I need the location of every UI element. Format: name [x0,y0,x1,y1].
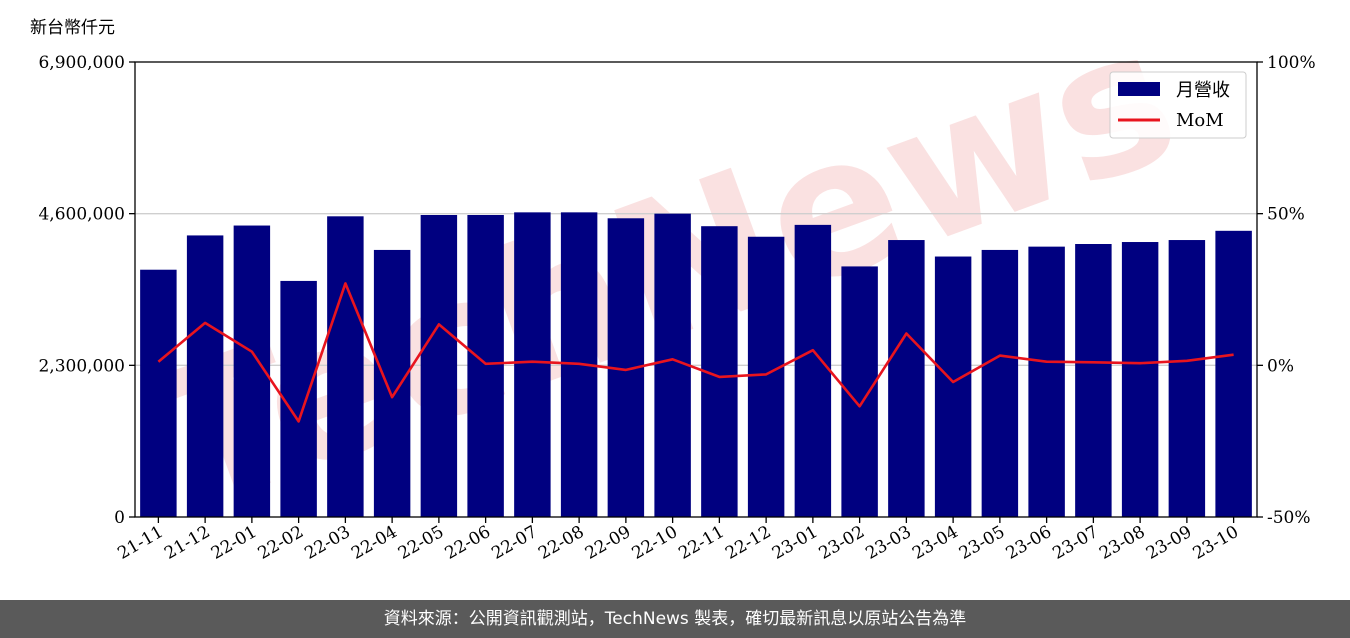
bar-21-12 [186,235,224,517]
bar-23-07 [1075,244,1112,517]
x-tick-label-22-03: 22-03 [301,522,353,564]
bar-23-03 [888,240,925,518]
source-footer: 資料來源：公開資訊觀測站，TechNews 製表，確切最新訊息以原站公告為準 [0,600,1350,638]
bar-23-01 [794,224,832,517]
legend-label-monthly-revenue: 月營收 [1176,80,1230,101]
plot-frame [134,61,1258,518]
legend-label-mom: MoM [1176,110,1224,131]
x-tick-label-22-10: 22-10 [629,522,681,564]
left-tick-label-3: 6,900,000 [38,53,125,73]
right-tick-label-0: -50% [1267,508,1311,528]
x-tick-label-23-01: 23-01 [769,522,821,564]
x-tick-label-22-12: 22-12 [722,522,774,564]
x-tick-label-23-07: 23-07 [1049,522,1101,564]
left-y-axis: 0 2,300,000 4,600,000 6,900,000 [38,53,135,528]
right-y-axis: -50% 0% 50% 100% [1257,53,1316,528]
x-tick-label-23-08: 23-08 [1096,522,1148,564]
x-tick-label-23-06: 23-06 [1003,522,1055,564]
bar-22-04 [373,249,411,517]
left-tick-label-0: 0 [114,508,125,528]
left-tick-label-1: 2,300,000 [38,356,125,376]
legend: 月營收 MoM [1109,71,1247,139]
x-tick-label-23-09: 23-09 [1143,522,1195,564]
x-tick-label-22-05: 22-05 [395,522,447,564]
x-tick-label-22-08: 22-08 [535,522,587,564]
right-tick-label-2: 50% [1267,205,1305,225]
bar-23-04 [934,256,972,517]
x-tick-label-23-10: 23-10 [1190,522,1242,564]
bar-22-03 [327,216,364,517]
x-tick-label-23-02: 23-02 [816,522,868,564]
x-tick-label-22-09: 22-09 [582,522,634,564]
bar-21-11 [140,269,177,517]
bar-22-10 [654,213,691,517]
right-tick-label-1: 0% [1267,356,1294,376]
bar-22-07 [514,212,551,517]
bar-22-06 [467,214,504,517]
right-tick-label-3: 100% [1267,53,1316,73]
x-tick-label-22-11: 22-11 [675,522,727,564]
mom-line [157,282,1234,423]
bar-23-10 [1215,230,1252,518]
x-tick-label-23-05: 23-05 [956,522,1008,564]
x-tick-label-22-06: 22-06 [442,522,494,564]
x-tick-label-23-04: 23-04 [909,522,961,564]
legend-swatch-monthly-revenue [1118,82,1160,96]
unit-label: 新台幣仟元 [30,18,115,38]
x-tick-label-23-03: 23-03 [862,522,914,564]
bar-23-06 [1028,246,1065,517]
bar-23-09 [1168,240,1206,518]
x-tick-label-22-07: 22-07 [488,522,540,564]
bar-23-05 [981,249,1019,517]
gridlines [135,213,1257,366]
bar-22-05 [420,214,458,517]
bar-23-08 [1121,242,1159,518]
x-tick-label-22-04: 22-04 [348,522,400,564]
x-tick-label-21-11: 21-11 [114,522,166,564]
bar-22-02 [280,280,317,517]
left-tick-label-2: 4,600,000 [38,205,125,225]
line-series-mom [157,282,1234,423]
x-tick-label-21-12: 21-12 [161,522,213,564]
bar-series-monthly-revenue [140,212,1252,518]
bar-22-12 [747,236,785,517]
